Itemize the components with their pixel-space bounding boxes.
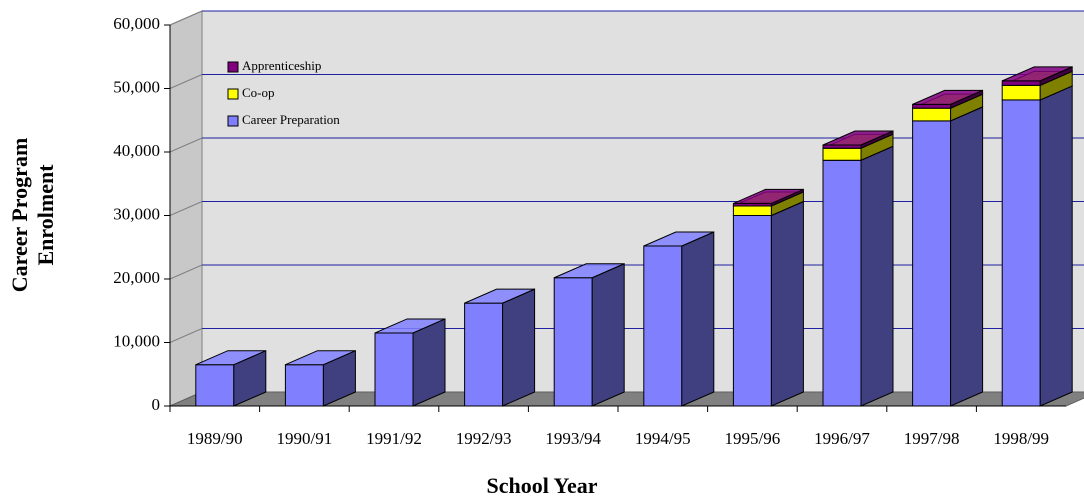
bar-side [770, 200, 804, 407]
bar-side [1039, 85, 1073, 407]
y-tick-label: 0 [152, 395, 161, 414]
bar-segment [912, 89, 984, 109]
legend: Apprenticeship Co-op Career Preparation [227, 58, 340, 127]
bar-segment [732, 188, 804, 207]
grid-line [169, 201, 203, 216]
bar-top [643, 231, 715, 247]
bar-front [912, 120, 952, 407]
legend-label: Apprenticeship [242, 58, 321, 73]
bar-front [912, 107, 952, 122]
bar-side [412, 318, 446, 407]
y-tick-label: 50,000 [113, 77, 160, 96]
x-tick-label: 1991/92 [366, 429, 422, 448]
y-tick-label: 40,000 [113, 141, 160, 160]
y-tick-label: 10,000 [113, 331, 160, 350]
x-tick-label: 1993/94 [545, 429, 601, 448]
bar-front [1001, 84, 1041, 101]
bar-top [374, 318, 446, 334]
grid-line [169, 137, 203, 153]
legend-label: Career Preparation [242, 112, 340, 127]
bar-side [860, 145, 894, 407]
grid-line [169, 10, 203, 26]
bar-front [912, 103, 952, 109]
x-axis-title: School Year [486, 473, 597, 498]
x-tick-label: 1992/93 [456, 429, 512, 448]
bar-front [464, 302, 504, 407]
x-tick-label: 1990/91 [277, 429, 333, 448]
bar-top [285, 350, 356, 366]
bar-front [732, 215, 772, 407]
y-tick-label: 20,000 [113, 268, 160, 287]
bar-segment [1001, 85, 1073, 407]
bar-segment [553, 262, 625, 407]
bar-side [950, 106, 984, 407]
bar-segment [1001, 66, 1073, 87]
bar-segment [912, 106, 984, 407]
grid-line [169, 328, 203, 343]
bar-side [502, 288, 536, 407]
y-axis-title-line: Career Program [7, 138, 32, 293]
bar-top [553, 263, 625, 279]
y-tick-label: 30,000 [113, 204, 160, 223]
y-axis-title-line: Enrolment [33, 164, 58, 266]
bar-front [732, 205, 772, 217]
bar-segment [464, 288, 536, 407]
bar-segment [822, 130, 894, 149]
bar-top [1001, 66, 1073, 82]
bar-segment [195, 349, 267, 407]
x-tick-label: 1989/90 [187, 429, 243, 448]
bar-segment [732, 200, 804, 407]
legend-swatch [227, 88, 239, 100]
bar-top [912, 89, 983, 105]
bar-front [822, 159, 862, 407]
bar-front [284, 364, 324, 407]
y-axis-title: Career Program Enrolment [7, 138, 58, 293]
legend-swatch [227, 115, 239, 127]
bar-top [733, 188, 804, 204]
x-tick-label: 1997/98 [904, 429, 960, 448]
bar-side [591, 262, 625, 407]
bar-front [195, 364, 235, 407]
bar-segment [374, 318, 446, 407]
bar-front [553, 277, 593, 407]
bar-side [681, 231, 715, 407]
bar-front [822, 147, 862, 161]
x-tick-label: 1998/99 [993, 429, 1049, 448]
x-tick-label: 1994/95 [635, 429, 691, 448]
bar-top [464, 288, 535, 304]
bar-segment [643, 231, 715, 407]
legend-label: Co-op [242, 85, 275, 100]
grid-line [169, 264, 203, 280]
bar-segment [284, 349, 356, 407]
grid-line [169, 74, 203, 89]
legend-swatch [227, 61, 239, 73]
bar-front [643, 245, 683, 407]
y-tick-label: 60,000 [113, 14, 160, 33]
bar-segment [822, 145, 894, 407]
x-tick-label: 1996/97 [814, 429, 870, 448]
bar-top [195, 350, 267, 366]
bar-front [1001, 99, 1041, 407]
x-tick-label: 1995/96 [725, 429, 781, 448]
bar-top [822, 130, 894, 146]
bar-front [1001, 80, 1041, 86]
bar-front [374, 332, 414, 407]
